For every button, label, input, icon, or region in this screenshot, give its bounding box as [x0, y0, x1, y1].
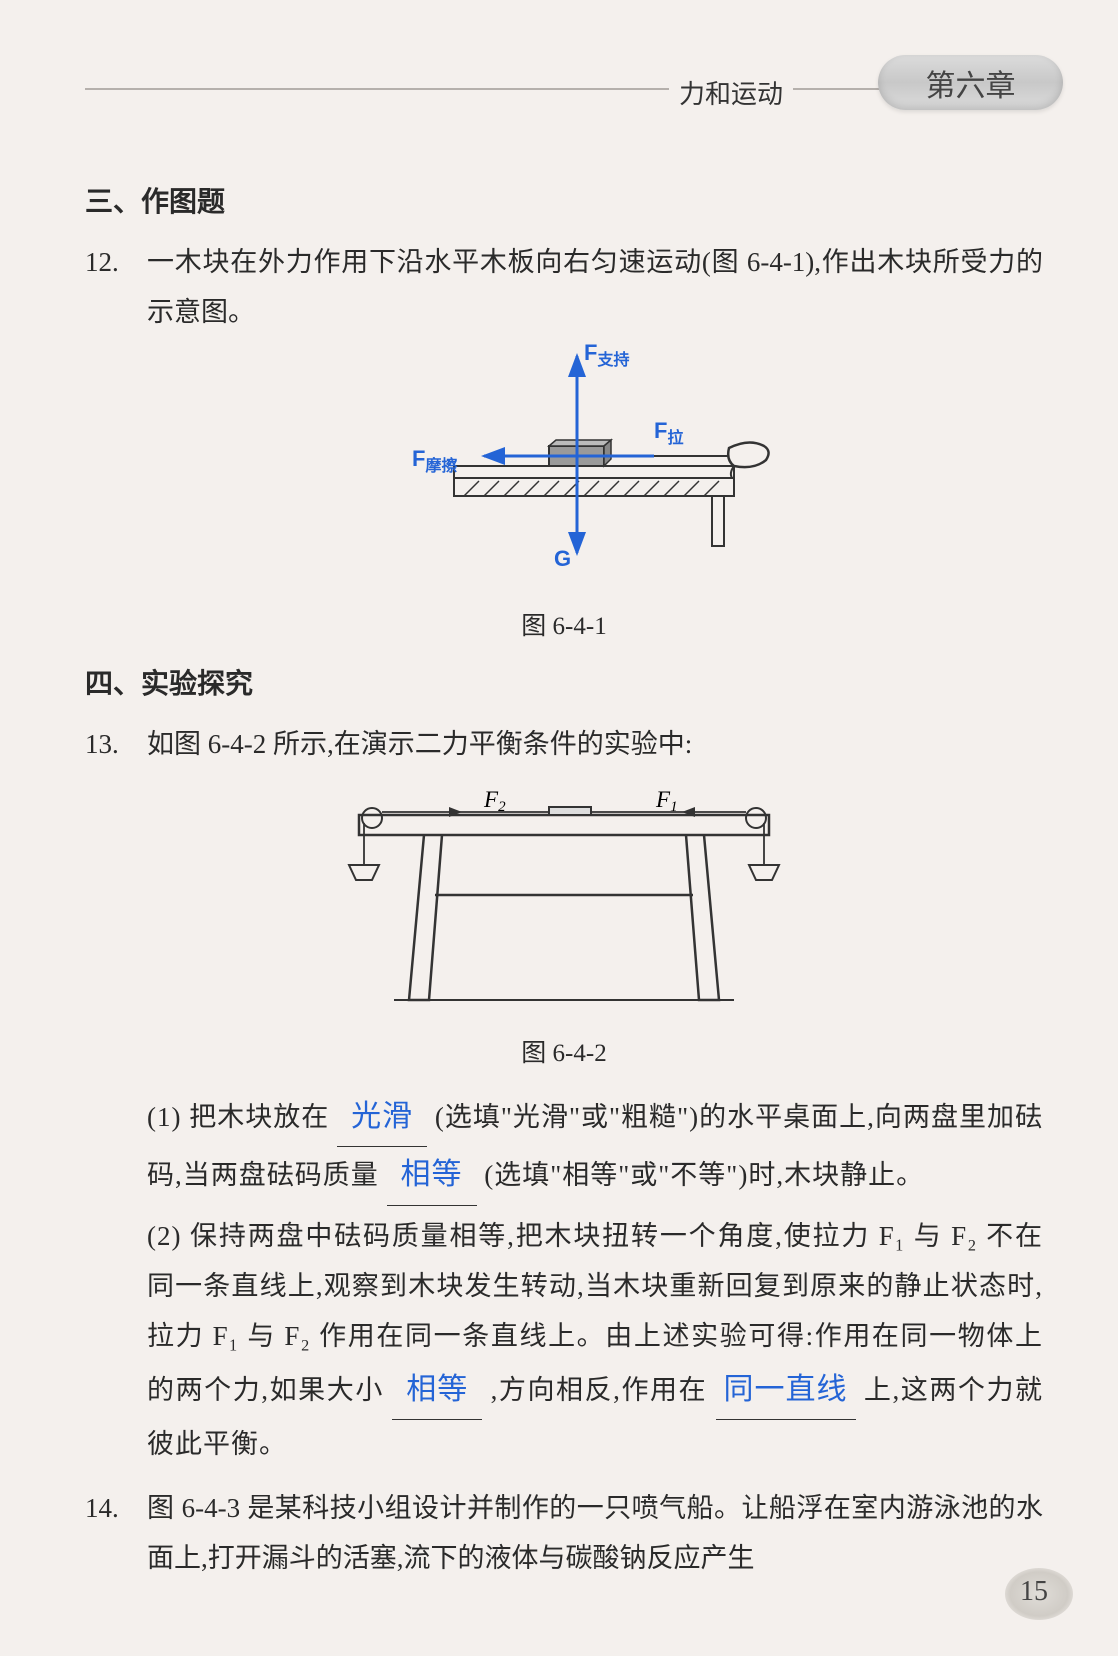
force-normal-label: F支持	[584, 340, 629, 369]
svg-text:F1: F1	[655, 787, 678, 815]
answer-blank: 同一直线	[716, 1362, 856, 1421]
page-header: 力和运动 第六章	[85, 60, 1043, 130]
text-fragment: (选填"相等"或"不等")时,木块静止。	[484, 1160, 924, 1190]
force-gravity-label: G	[554, 546, 571, 571]
svg-text:F2: F2	[483, 787, 506, 815]
page-number: 15	[1020, 1576, 1048, 1608]
answer-blank: 相等	[387, 1147, 477, 1206]
section3-heading: 三、作图题	[85, 180, 1043, 220]
problem-num: 12.	[85, 238, 147, 338]
problem-num: 13.	[85, 720, 147, 770]
answer-blank: 光滑	[337, 1089, 427, 1148]
problem-text: 一木块在外力作用下沿水平木板向右匀速运动(图 6-4-1),作出木块所受力的示意…	[147, 238, 1043, 338]
force-pull-label: F拉	[654, 418, 683, 447]
fig1-caption: 图 6-4-1	[85, 606, 1043, 642]
problem-num: 14.	[85, 1484, 147, 1584]
problem-text: 如图 6-4-2 所示,在演示二力平衡条件的实验中:	[147, 720, 1043, 770]
section4-heading: 四、实验探究	[85, 662, 1043, 702]
text-fragment: ,方向相反,作用在	[491, 1375, 708, 1405]
answer-blank: 相等	[392, 1362, 482, 1421]
problem-13: 13. 如图 6-4-2 所示,在演示二力平衡条件的实验中:	[85, 720, 1043, 770]
q13-part1: (1) 把木块放在 光滑 (选填"光滑"或"粗糙")的水平桌面上,向两盘里加砝码…	[85, 1089, 1043, 1206]
problem-text: 图 6-4-3 是某科技小组设计并制作的一只喷气船。让船浮在室内游泳池的水面上,…	[147, 1484, 1043, 1584]
chapter-badge: 第六章	[878, 55, 1063, 110]
force-diagram-svg: F支持 F拉 F摩擦 G	[334, 338, 794, 593]
fig2-caption: 图 6-4-2	[85, 1033, 1043, 1069]
q13-part2: (2) 保持两盘中砝码质量相等,把木块扭转一个角度,使拉力 F₁ 与 F₂ 不在…	[85, 1212, 1043, 1470]
force-friction-label: F摩擦	[412, 446, 457, 475]
problem-14: 14. 图 6-4-3 是某科技小组设计并制作的一只喷气船。让船浮在室内游泳池的…	[85, 1484, 1043, 1584]
balance-apparatus-svg: F2 F1	[294, 785, 834, 1020]
text-fragment: (1) 把木块放在	[147, 1102, 329, 1132]
problem-12: 12. 一木块在外力作用下沿水平木板向右匀速运动(图 6-4-1),作出木块所受…	[85, 238, 1043, 338]
figure-6-4-1: F支持 F拉 F摩擦 G 图 6-4-1	[85, 338, 1043, 642]
topic-title: 力和运动	[669, 74, 793, 111]
figure-6-4-2: F2 F1 图 6-4-2	[85, 785, 1043, 1069]
